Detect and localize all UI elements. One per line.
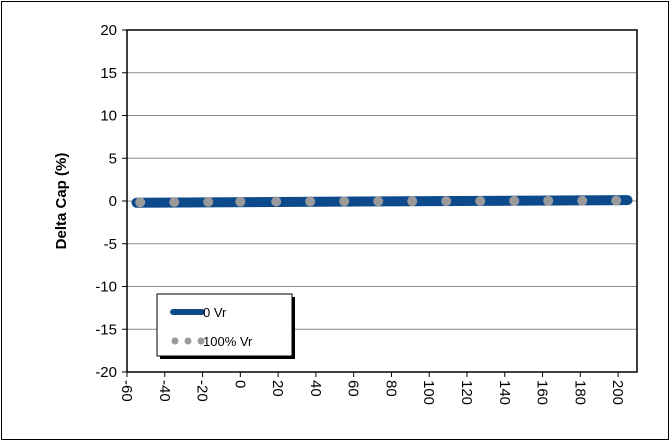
series-point-100vr	[169, 197, 180, 208]
y-tick-label: -20	[95, 364, 117, 381]
y-tick-label: -15	[95, 321, 117, 338]
y-tick-label: 0	[109, 193, 117, 210]
legend-label: 0 Vr	[203, 305, 227, 320]
x-tick-label: 0	[231, 380, 248, 388]
legend-label: 100% Vr	[203, 334, 253, 349]
x-axis-ticks: -60 -40 -20 0 20 40 60 80 100 120 140 160 180 200	[118, 372, 626, 405]
x-tick-label: 40	[307, 380, 324, 397]
series-point-100vr	[509, 195, 520, 206]
y-tick-label: 20	[100, 22, 117, 39]
legend: 0 Vr 100% Vr	[156, 293, 295, 359]
y-tick-label: 15	[100, 65, 117, 82]
series-point-100vr	[611, 195, 622, 206]
x-tick-label: -40	[156, 380, 173, 402]
series-point-100vr	[135, 197, 146, 208]
series-point-100vr	[235, 196, 246, 207]
y-tick-label: 5	[109, 150, 117, 167]
x-tick-label: 200	[609, 380, 626, 405]
x-tick-label: 180	[571, 380, 588, 405]
series-point-100vr	[305, 196, 316, 207]
x-tick-label: 80	[382, 380, 399, 397]
series-point-100vr	[203, 196, 214, 207]
series-point-100vr	[543, 195, 554, 206]
y-tick-label: 10	[100, 108, 117, 125]
x-tick-label: 20	[269, 380, 286, 397]
series-point-100vr	[475, 196, 486, 206]
series-point-100vr	[373, 196, 384, 207]
series-layer	[131, 195, 633, 208]
x-tick-label: 100	[420, 380, 437, 405]
legend-swatch-100vr	[184, 337, 192, 345]
x-tick-label: -20	[194, 380, 211, 402]
legend-swatch-100vr	[197, 337, 205, 345]
series-point-100vr	[339, 196, 350, 207]
y-tick-label: -5	[104, 236, 117, 253]
x-tick-label: 140	[496, 380, 513, 405]
x-tick-label: -60	[118, 380, 135, 402]
series-point-100vr	[441, 196, 452, 207]
legend-swatch-100vr	[171, 337, 179, 345]
x-tick-label: 120	[458, 380, 475, 405]
x-tick-label: 160	[534, 380, 551, 405]
x-tick-label: 60	[345, 380, 362, 397]
grid-layer	[127, 72, 637, 330]
y-axis-ticks: 20 15 10 5 0 -5 -10 -15 -20	[95, 22, 127, 381]
y-tick-label: -10	[95, 279, 117, 296]
series-point-100vr	[577, 195, 588, 206]
y-axis-label: Delta Cap (%)	[53, 153, 70, 250]
legend-box	[156, 293, 293, 357]
series-point-100vr	[271, 196, 282, 207]
series-point-100vr	[407, 196, 418, 207]
